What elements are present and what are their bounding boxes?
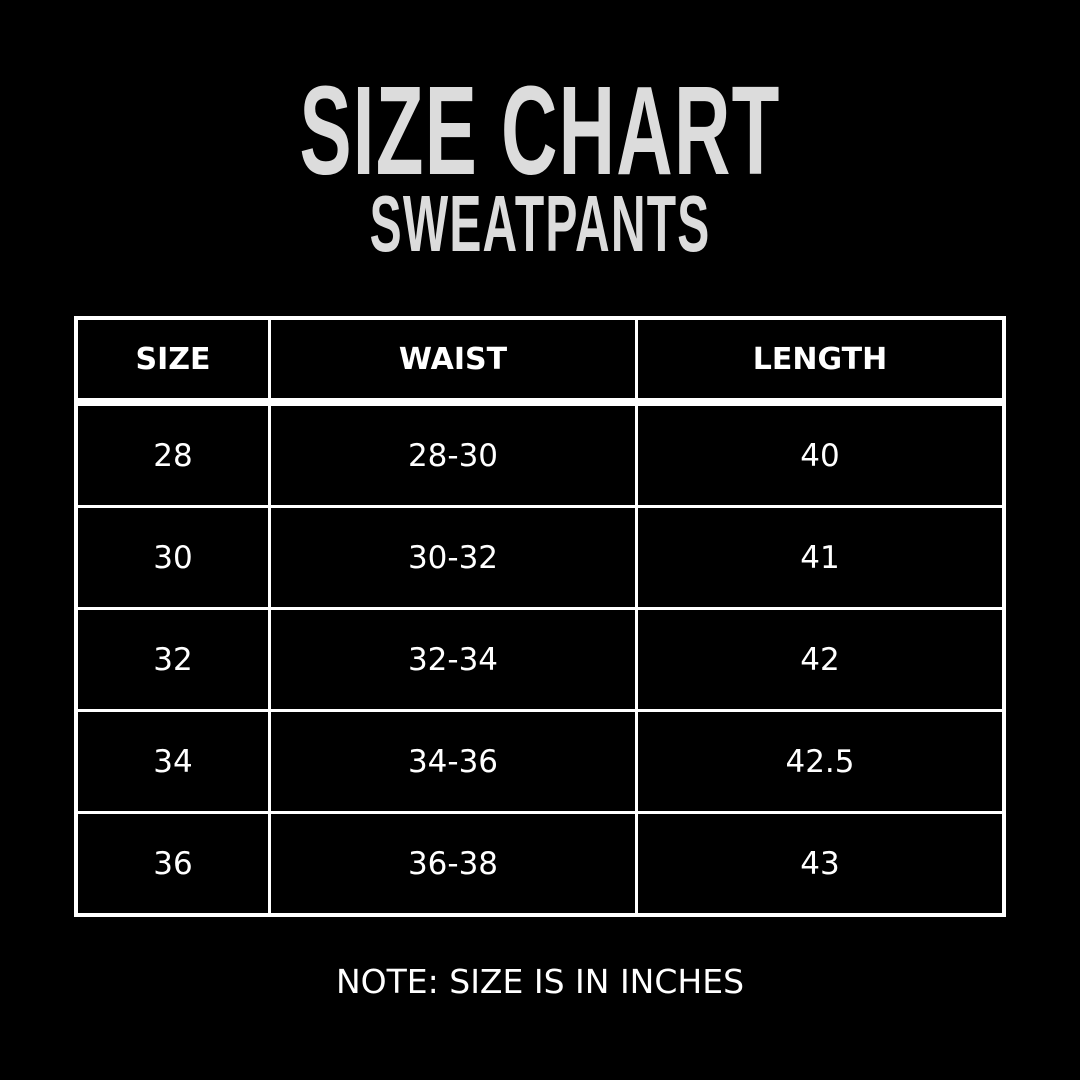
cell-size: 32 — [78, 610, 268, 709]
page-title: SIZE CHART — [0, 68, 1080, 194]
header-waist: WAIST — [271, 320, 635, 398]
cell-waist: 32-34 — [271, 610, 635, 709]
cell-waist: 28-30 — [271, 406, 635, 505]
units-note: NOTE: SIZE IS IN INCHES — [335, 962, 745, 1001]
cell-size: 28 — [78, 406, 268, 505]
title-text: SIZE CHART — [299, 60, 781, 201]
page-subtitle: SWEATPANTS — [0, 184, 1080, 264]
header-length: LENGTH — [638, 320, 1002, 398]
cell-size: 36 — [78, 814, 268, 913]
cell-length: 43 — [638, 814, 1002, 913]
cell-length: 42 — [638, 610, 1002, 709]
cell-size: 34 — [78, 712, 268, 811]
subtitle-text: SWEATPANTS — [369, 179, 711, 268]
header-size: SIZE — [78, 320, 268, 398]
cell-waist: 36-38 — [271, 814, 635, 913]
cell-length: 41 — [638, 508, 1002, 607]
cell-length: 40 — [638, 406, 1002, 505]
header-divider — [78, 398, 1002, 406]
cell-waist: 34-36 — [271, 712, 635, 811]
cell-size: 30 — [78, 508, 268, 607]
cell-waist: 30-32 — [271, 508, 635, 607]
cell-length: 42.5 — [638, 712, 1002, 811]
size-table: SIZE WAIST LENGTH 28 28-30 40 30 30-32 4… — [74, 316, 1006, 917]
